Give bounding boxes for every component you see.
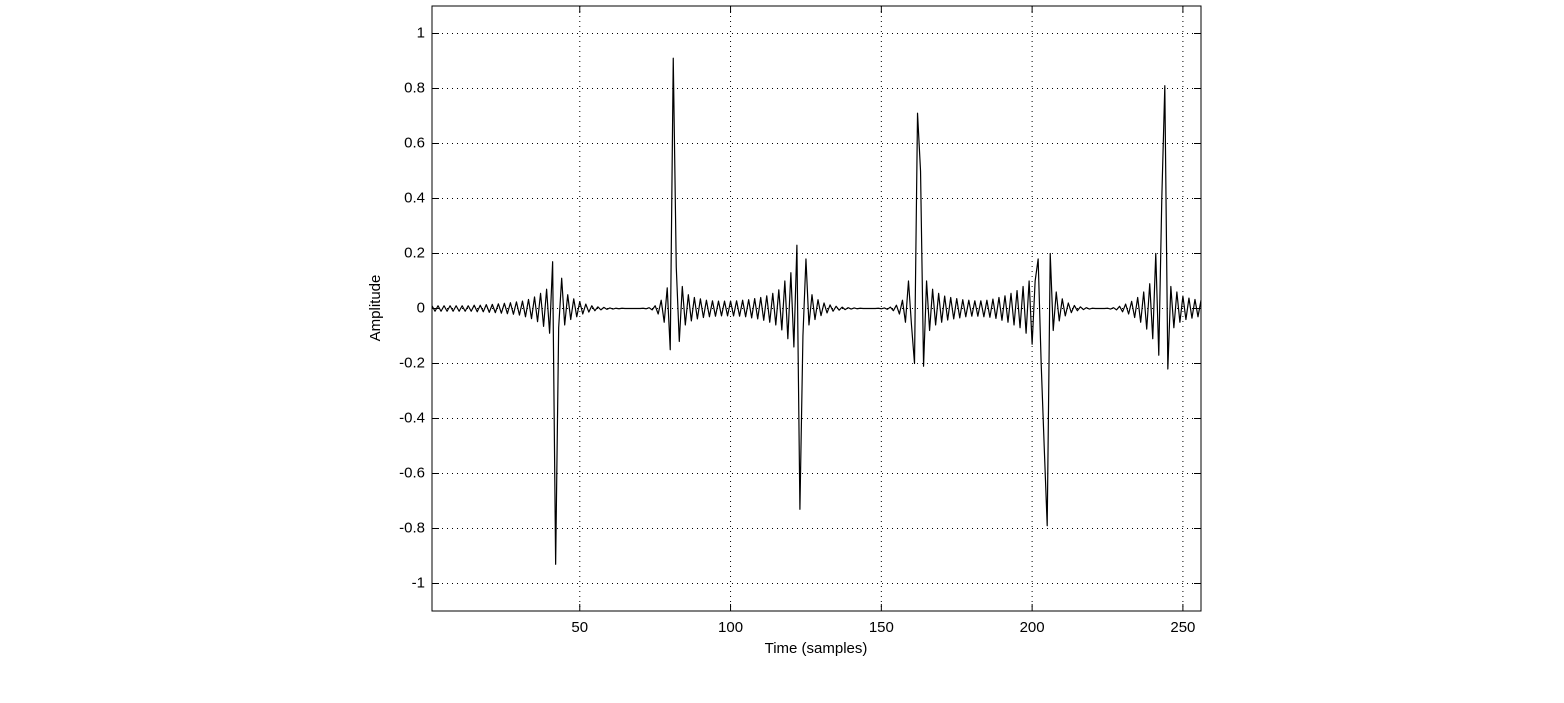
y-tick-label: -0.2 [399, 354, 425, 371]
x-tick-label: 100 [718, 619, 743, 636]
y-tick-label: -1 [412, 574, 425, 591]
x-axis-label: Time (samples) [765, 640, 868, 657]
y-tick-label: 0.8 [404, 79, 425, 96]
y-tick-label: 0.6 [404, 134, 425, 151]
y-tick-label: 0 [417, 299, 425, 316]
x-tick-label: 50 [571, 619, 588, 636]
y-tick-label: 0.2 [404, 244, 425, 261]
y-tick-label: 1 [417, 24, 425, 41]
y-axis-label: Amplitude [367, 275, 384, 342]
y-tick-label: -0.4 [399, 409, 425, 426]
x-tick-label: 250 [1170, 619, 1195, 636]
x-tick-label: 150 [869, 619, 894, 636]
plot-frame [431, 5, 1202, 612]
y-tick-label: -0.6 [399, 464, 425, 481]
signal-line [431, 57, 1202, 565]
x-tick-label: 200 [1020, 619, 1045, 636]
y-tick-label: 0.4 [404, 189, 425, 206]
y-tick-label: -0.8 [399, 519, 425, 536]
